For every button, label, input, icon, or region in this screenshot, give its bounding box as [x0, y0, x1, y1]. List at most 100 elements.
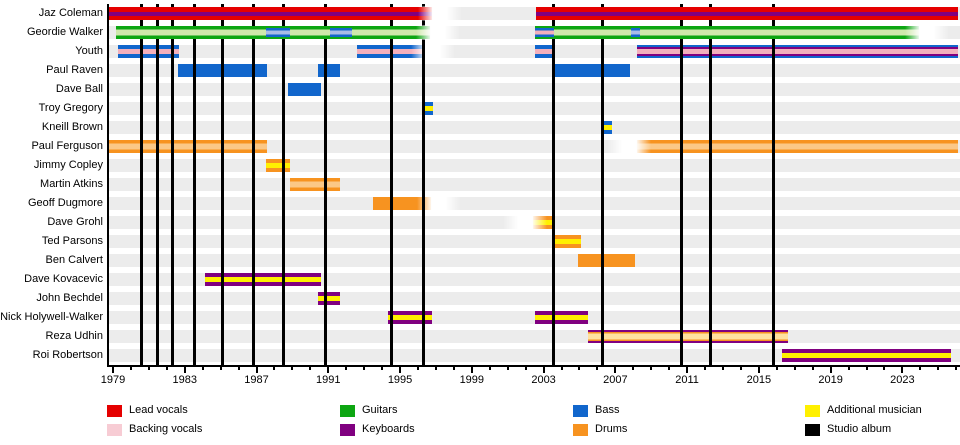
y-axis-line	[107, 4, 109, 367]
legend-label: Additional musician	[827, 404, 922, 416]
year-tick-label: 1999	[459, 374, 485, 386]
role-bar	[782, 349, 951, 362]
minor-tick	[219, 367, 222, 370]
role-bar	[373, 197, 431, 210]
role-bar	[287, 83, 322, 96]
role-bar	[317, 292, 340, 305]
row-band	[108, 254, 960, 267]
legend-label: Guitars	[362, 404, 398, 416]
bar-fade-out	[416, 196, 461, 211]
row-band	[108, 349, 960, 362]
member-label: Roi Robertson	[32, 349, 103, 361]
year-tick-label: 2011	[675, 374, 699, 386]
minor-tick	[793, 367, 796, 370]
year-tick-label: 2003	[531, 374, 556, 386]
role-overlay	[630, 28, 641, 37]
minor-tick	[506, 367, 509, 370]
row-band	[108, 235, 960, 248]
member-label: Geoff Dugmore	[27, 197, 103, 209]
role-bar	[265, 159, 290, 172]
row-band	[108, 178, 960, 191]
year-tick-label: 1983	[172, 374, 198, 386]
legend-swatch-lead	[107, 405, 122, 417]
member-label: Dave Grohl	[47, 216, 103, 228]
minor-tick	[434, 367, 437, 370]
member-label: Dave Kovacevic	[24, 273, 103, 285]
member-label: Nick Holywell-Walker	[0, 311, 103, 323]
role-bar	[534, 311, 589, 324]
legend-label: Drums	[595, 423, 628, 435]
minor-tick	[165, 367, 168, 370]
minor-tick	[919, 367, 922, 370]
role-bar	[109, 140, 268, 153]
studio-album-line	[252, 4, 256, 365]
row-band	[108, 102, 960, 115]
x-axis-line	[107, 365, 960, 367]
studio-album-line	[551, 4, 555, 365]
major-tick	[757, 367, 760, 373]
row-band	[108, 330, 960, 343]
role-bar	[535, 7, 958, 20]
role-bar	[289, 178, 340, 191]
studio-album-line	[140, 4, 144, 365]
role-bar	[600, 121, 612, 134]
role-bar	[118, 45, 180, 58]
studio-album-line	[324, 4, 328, 365]
minor-tick	[596, 367, 599, 370]
role-bar	[317, 64, 340, 77]
minor-tick	[560, 367, 563, 370]
member-label: Paul Raven	[46, 64, 103, 76]
year-tick-label: 1979	[100, 374, 126, 386]
role-bar	[636, 140, 958, 153]
role-bar	[534, 26, 920, 39]
major-tick	[255, 367, 258, 373]
legend-label: Bass	[595, 404, 620, 416]
legend-swatch-bass	[573, 405, 588, 417]
year-tick-label: 1987	[244, 374, 269, 386]
bar-fade-out	[418, 6, 463, 21]
role-bar	[387, 311, 433, 324]
role-bar	[204, 273, 322, 286]
member-label: Dave Ball	[55, 83, 103, 95]
bar-fade-out	[411, 44, 456, 59]
role-bar	[422, 102, 434, 115]
major-tick	[183, 367, 186, 373]
row-band	[108, 83, 960, 96]
major-tick	[614, 367, 617, 373]
role-bar	[552, 64, 630, 77]
member-label: Kneill Brown	[41, 121, 103, 133]
legend-swatch-guitars	[340, 405, 355, 417]
major-tick	[686, 367, 689, 373]
legend-swatch-backing	[107, 424, 122, 436]
member-label: Jimmy Copley	[33, 159, 103, 171]
member-label: Reza Udhin	[45, 330, 103, 342]
role-overlay	[330, 28, 352, 37]
minor-tick	[381, 367, 384, 370]
member-label: Geordie Walker	[26, 26, 103, 38]
member-label: Paul Ferguson	[31, 140, 103, 152]
year-tick-label: 1991	[316, 374, 341, 386]
role-bar	[552, 235, 582, 248]
minor-tick	[578, 367, 581, 370]
member-label: Jaz Coleman	[38, 7, 103, 19]
studio-album-line	[421, 4, 425, 365]
major-tick	[327, 367, 330, 373]
minor-tick	[417, 367, 419, 370]
row-band	[108, 311, 960, 324]
studio-album-line	[771, 4, 775, 365]
member-label: Martin Atkins	[40, 178, 103, 190]
row-band	[108, 197, 960, 210]
legend-swatch-drums	[573, 424, 588, 436]
studio-album-line	[281, 4, 285, 365]
legend-label: Studio album	[827, 423, 892, 435]
year-tick-label: 2019	[818, 374, 843, 386]
major-tick	[112, 367, 115, 373]
studio-album-line	[390, 4, 394, 365]
bar-fade-in	[606, 139, 651, 154]
year-tick-label: 2007	[603, 374, 628, 386]
major-tick	[829, 367, 832, 373]
studio-album-line	[708, 4, 712, 365]
minor-tick	[273, 367, 276, 370]
minor-tick	[668, 367, 671, 370]
